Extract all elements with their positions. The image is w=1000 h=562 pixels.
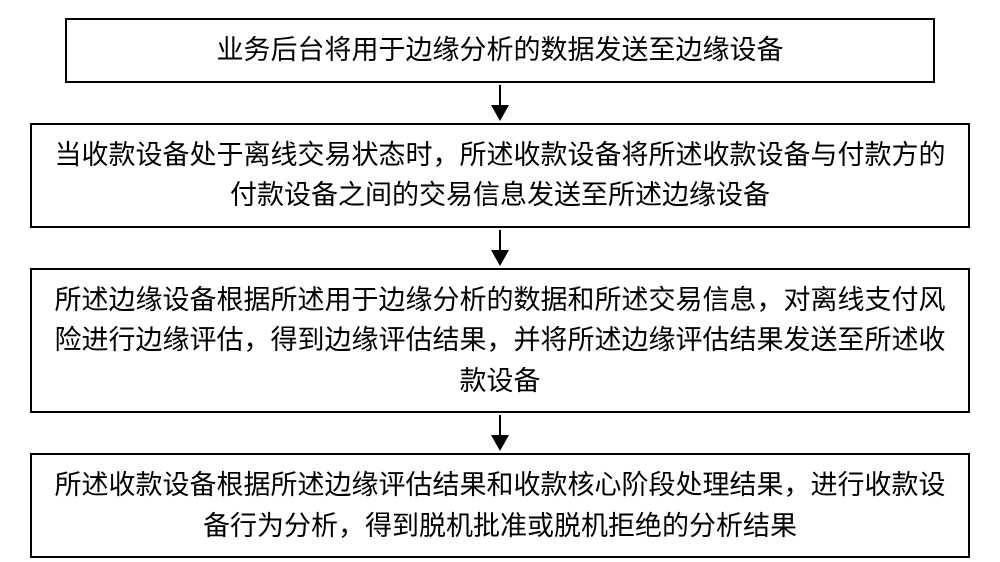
flowchart-step-3: 所述边缘设备根据所述用于边缘分析的数据和所述交易信息，对离线支付风险进行边缘评估… bbox=[30, 268, 970, 414]
flowchart-step-4: 所述收款设备根据所述边缘评估结果和收款核心阶段处理结果，进行收款设备行为分析，得… bbox=[30, 453, 970, 558]
arrow-head bbox=[491, 250, 509, 266]
step-3-text: 所述边缘设备根据所述用于边缘分析的数据和所述交易信息，对离线支付风险进行边缘评估… bbox=[52, 280, 948, 402]
arrow-3-to-4 bbox=[491, 415, 509, 451]
step-1-text: 业务后台将用于边缘分析的数据发送至边缘设备 bbox=[217, 30, 784, 71]
step-2-text: 当收款设备处于离线交易状态时，所述收款设备将所述收款设备与付款方的付款设备之间的… bbox=[52, 135, 948, 216]
arrow-head bbox=[491, 105, 509, 121]
flowchart-step-2: 当收款设备处于离线交易状态时，所述收款设备将所述收款设备与付款方的付款设备之间的… bbox=[30, 123, 970, 228]
arrow-head bbox=[491, 435, 509, 451]
flowchart-step-1: 业务后台将用于边缘分析的数据发送至边缘设备 bbox=[65, 18, 935, 83]
step-4-text: 所述收款设备根据所述边缘评估结果和收款核心阶段处理结果，进行收款设备行为分析，得… bbox=[52, 465, 948, 546]
arrow-line bbox=[499, 415, 501, 435]
arrow-1-to-2 bbox=[491, 85, 509, 121]
arrow-line bbox=[499, 230, 501, 250]
arrow-2-to-3 bbox=[491, 230, 509, 266]
arrow-line bbox=[499, 85, 501, 105]
